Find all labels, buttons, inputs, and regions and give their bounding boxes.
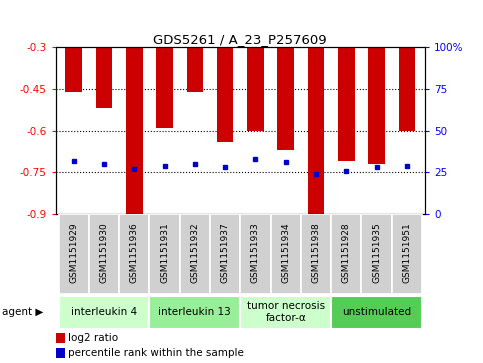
Bar [126,47,142,217]
Text: interleukin 4: interleukin 4 [71,307,137,317]
Bar [149,214,180,294]
Bar [270,214,301,294]
Bar [156,47,173,128]
Text: GSM1151937: GSM1151937 [221,222,229,283]
Bar [331,214,361,294]
Bar [58,296,149,329]
Bar [217,47,233,142]
Text: agent ▶: agent ▶ [2,307,44,317]
Bar [277,47,294,150]
Bar [89,214,119,294]
Bar [58,214,89,294]
Bar [180,214,210,294]
Text: GSM1151930: GSM1151930 [99,222,109,283]
Bar [241,296,331,329]
Text: GSM1151928: GSM1151928 [342,222,351,283]
Bar [119,214,149,294]
Text: interleukin 13: interleukin 13 [158,307,231,317]
Bar [241,214,270,294]
Title: GDS5261 / A_23_P257609: GDS5261 / A_23_P257609 [154,33,327,46]
Text: tumor necrosis
factor-α: tumor necrosis factor-α [247,301,325,323]
Bar [247,47,264,131]
Text: percentile rank within the sample: percentile rank within the sample [69,348,244,358]
Bar [186,47,203,92]
Bar [392,214,422,294]
Bar [210,214,241,294]
Bar [301,214,331,294]
Text: GSM1151932: GSM1151932 [190,222,199,283]
Bar [331,296,422,329]
Bar [56,348,65,358]
Text: GSM1151931: GSM1151931 [160,222,169,283]
Bar [338,47,355,161]
Bar [65,47,82,92]
Text: GSM1151936: GSM1151936 [130,222,139,283]
Text: GSM1151935: GSM1151935 [372,222,381,283]
Bar [308,47,325,217]
Text: GSM1151951: GSM1151951 [402,222,412,283]
Bar [368,47,385,164]
Text: GSM1151934: GSM1151934 [281,222,290,283]
Bar [361,214,392,294]
Text: GSM1151938: GSM1151938 [312,222,321,283]
Bar [56,333,65,343]
Bar [149,296,241,329]
Text: GSM1151929: GSM1151929 [69,222,78,283]
Text: log2 ratio: log2 ratio [69,334,119,343]
Text: unstimulated: unstimulated [342,307,411,317]
Text: GSM1151933: GSM1151933 [251,222,260,283]
Bar [96,47,113,109]
Bar [398,47,415,131]
